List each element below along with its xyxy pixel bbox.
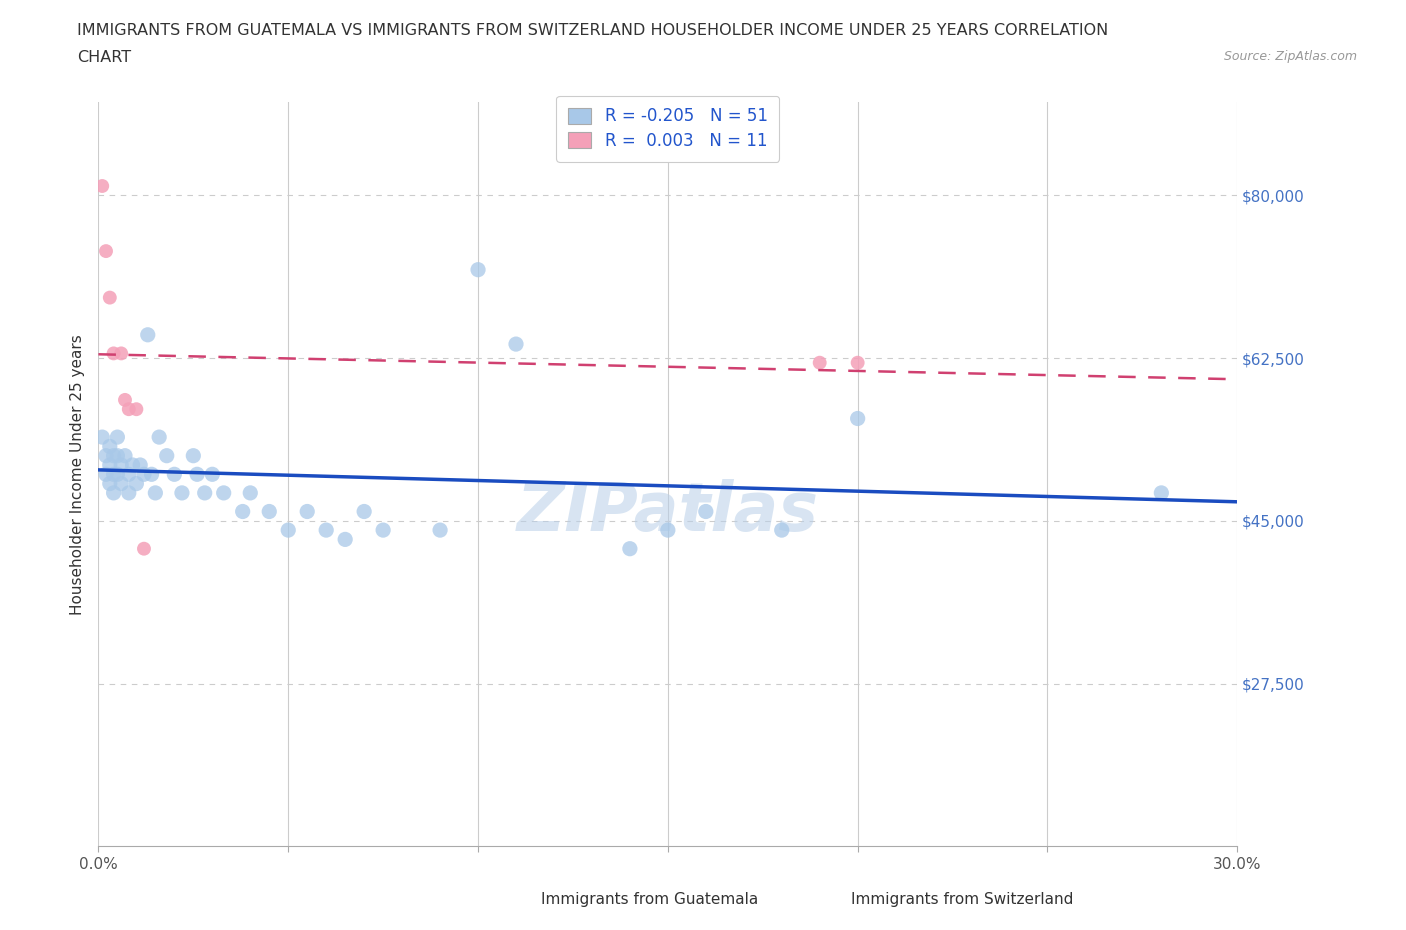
Point <box>98 439 121 454</box>
Point <box>98 476 121 491</box>
Point <box>98 290 121 305</box>
Point <box>136 327 159 342</box>
Point <box>103 346 125 361</box>
Point <box>114 448 136 463</box>
Point <box>132 467 155 482</box>
Point <box>170 485 193 500</box>
Point <box>657 523 679 538</box>
Point <box>353 504 375 519</box>
Text: Immigrants from Guatemala: Immigrants from Guatemala <box>541 892 759 907</box>
Point <box>277 523 299 538</box>
Point <box>183 448 205 463</box>
Point <box>505 337 527 352</box>
Point <box>110 458 132 472</box>
Point <box>141 467 163 482</box>
Point <box>103 448 125 463</box>
Point <box>145 485 167 500</box>
Point <box>103 467 125 482</box>
Point <box>194 485 217 500</box>
Point <box>232 504 254 519</box>
Point <box>118 402 141 417</box>
Point <box>94 244 117 259</box>
Point <box>212 485 235 500</box>
Text: IMMIGRANTS FROM GUATEMALA VS IMMIGRANTS FROM SWITZERLAND HOUSEHOLDER INCOME UNDE: IMMIGRANTS FROM GUATEMALA VS IMMIGRANTS … <box>77 23 1108 38</box>
Point <box>110 476 132 491</box>
Point <box>94 467 117 482</box>
Point <box>98 458 121 472</box>
Point <box>91 179 114 193</box>
Point <box>429 523 451 538</box>
Point <box>94 448 117 463</box>
Point <box>125 402 148 417</box>
Point <box>846 355 869 370</box>
Point <box>297 504 319 519</box>
Point <box>107 430 129 445</box>
Point <box>118 485 141 500</box>
Point <box>259 504 281 519</box>
Text: Source: ZipAtlas.com: Source: ZipAtlas.com <box>1223 50 1357 63</box>
Text: Immigrants from Switzerland: Immigrants from Switzerland <box>851 892 1073 907</box>
Point <box>121 458 143 472</box>
Point <box>335 532 357 547</box>
Text: CHART: CHART <box>77 50 131 65</box>
Point <box>846 411 869 426</box>
Point <box>371 523 394 538</box>
Point <box>467 262 489 277</box>
Point <box>107 448 129 463</box>
Point <box>619 541 641 556</box>
Point <box>107 467 129 482</box>
Point <box>315 523 337 538</box>
Point <box>148 430 170 445</box>
Point <box>186 467 208 482</box>
Point <box>163 467 186 482</box>
Point <box>103 485 125 500</box>
Point <box>114 392 136 407</box>
Point <box>156 448 179 463</box>
Point <box>118 467 141 482</box>
Point <box>239 485 262 500</box>
Text: ZIPatlas: ZIPatlas <box>517 479 818 544</box>
Point <box>125 476 148 491</box>
Point <box>201 467 224 482</box>
Point <box>1150 485 1173 500</box>
Point <box>132 541 155 556</box>
Point <box>695 504 717 519</box>
Point <box>91 430 114 445</box>
Y-axis label: Householder Income Under 25 years: Householder Income Under 25 years <box>70 334 86 615</box>
Legend: R = -0.205   N = 51, R =  0.003   N = 11: R = -0.205 N = 51, R = 0.003 N = 11 <box>557 96 779 162</box>
Point <box>770 523 793 538</box>
Point <box>110 346 132 361</box>
Point <box>808 355 831 370</box>
Point <box>129 458 152 472</box>
